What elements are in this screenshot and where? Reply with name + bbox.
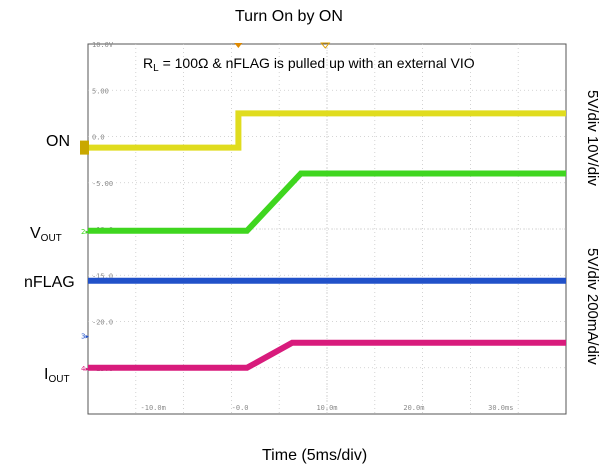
screen-x-tick-label: 10.0m xyxy=(316,404,337,412)
trace-vout xyxy=(88,170,566,234)
trace-on xyxy=(88,110,566,151)
channel-label-iout: IOUT xyxy=(44,366,70,385)
x-axis-label: Time (5ms/div) xyxy=(262,447,368,464)
screen-y-tick-label: -15.0 xyxy=(92,272,113,280)
screen-y-tick-label: 5.00 xyxy=(92,87,109,95)
screen-x-tick-label: -0.0 xyxy=(232,404,249,412)
right-scale-label-bottom: 5V/div 200mA/div xyxy=(584,248,601,365)
chart-title: Turn On by ON xyxy=(235,8,343,25)
annotation-rl: RL = 100Ω & nFLAG is pulled up with an e… xyxy=(143,55,475,74)
time-marker xyxy=(320,42,331,49)
trace-iout xyxy=(88,339,566,371)
channel-label-on: ON xyxy=(46,133,70,150)
channel-marker: 3▸ xyxy=(81,332,89,340)
channel-label-nflag: nFLAG xyxy=(24,274,75,291)
traces xyxy=(88,110,566,371)
channel-marker: 2▸ xyxy=(81,228,89,236)
markers: 2▸ 3▸ 4▸ xyxy=(80,42,331,373)
right-scale-label-top: 5V/div 10V/div xyxy=(584,90,601,186)
screen-x-tick-labels: -10.0m -0.0 10.0m 20.0m 30.0ms xyxy=(141,404,514,412)
screen-x-tick-label: 30.0ms xyxy=(488,404,513,412)
channel-marker: 4▸ xyxy=(81,365,89,373)
channel-label-vout: VOUT xyxy=(30,225,62,244)
screen-y-tick-label: 0.0 xyxy=(92,134,105,142)
screen-x-tick-label: 20.0m xyxy=(403,404,424,412)
trigger-marker xyxy=(234,43,243,48)
screen-x-tick-label: -10.0m xyxy=(141,404,166,412)
screen-y-tick-label: 10.0V xyxy=(92,41,114,49)
screen-y-tick-label: -20.0 xyxy=(92,319,113,327)
channel-marker xyxy=(80,140,89,155)
screen-y-tick-label: -5.00 xyxy=(92,180,113,188)
